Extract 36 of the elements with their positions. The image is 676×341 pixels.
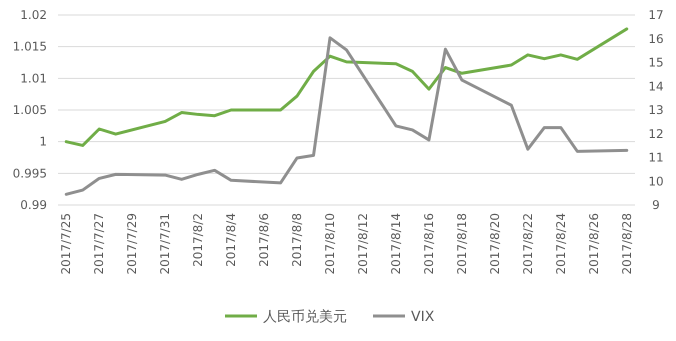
x-tick-label: 2017/8/14	[388, 213, 403, 275]
y-tick-label: 1.01	[20, 71, 47, 86]
x-tick-label: 2017/7/29	[125, 213, 140, 275]
x-tick-label: 2017/8/8	[290, 213, 304, 267]
x-tick-label: 2017/8/18	[454, 213, 469, 275]
x-tick-label: 2017/7/27	[92, 213, 106, 275]
x-tick-label: 2017/7/31	[158, 213, 172, 275]
y-tick-label: 0.995	[12, 166, 47, 180]
x-tick-label: 2017/8/22	[520, 213, 535, 275]
y2-tick-label: 17	[648, 8, 664, 22]
y2-tick-label: 11	[648, 150, 664, 164]
x-tick-label: 2017/8/12	[356, 213, 370, 275]
x-tick-label: 2017/8/24	[554, 213, 568, 275]
y2-tick-label: 10	[648, 174, 664, 188]
x-tick-label: 2017/8/2	[191, 213, 206, 267]
x-tick-label: 2017/8/4	[224, 213, 238, 267]
y2-tick-label: 16	[648, 32, 664, 46]
x-tick-label: 2017/8/10	[323, 213, 338, 275]
y-tick-label: 1.015	[12, 40, 47, 54]
y-tick-label: 0.99	[20, 198, 47, 212]
legend-label: 人民币兑美元	[263, 309, 347, 325]
y2-tick-label: 9	[652, 198, 660, 212]
x-tick-label: 2017/8/6	[257, 213, 272, 267]
y-tick-label: 1	[39, 134, 47, 149]
y2-tick-label: 14	[648, 79, 664, 94]
y-tick-label: 1.02	[20, 8, 47, 22]
x-tick-label: 2017/8/26	[586, 213, 601, 275]
x-tick-label: 2017/7/25	[59, 213, 74, 275]
x-tick-label: 2017/8/20	[488, 213, 502, 275]
y2-tick-label: 13	[648, 103, 664, 117]
y2-tick-label: 15	[648, 56, 664, 70]
x-tick-label: 2017/8/28	[620, 213, 634, 275]
x-tick-label: 2017/8/16	[422, 213, 436, 275]
y-tick-label: 1.005	[12, 103, 47, 117]
legend-label: VIX	[411, 309, 435, 325]
y2-tick-label: 12	[648, 126, 664, 141]
